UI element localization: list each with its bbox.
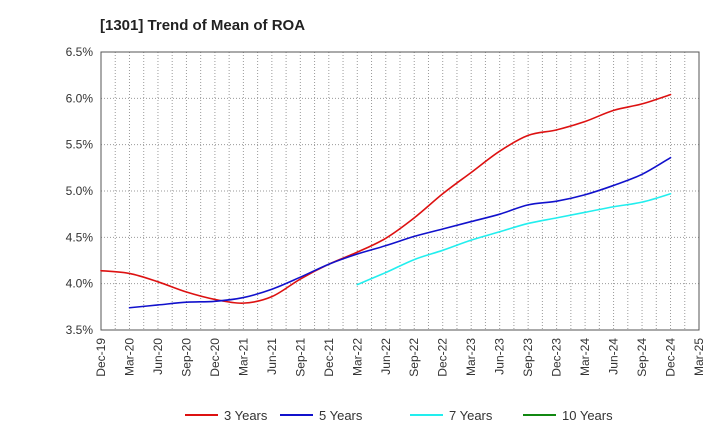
- x-axis-ticks: Dec-19 Mar-20 Jun-20 Sep-20 Dec-20 Mar-21 Jun-…: [94, 338, 706, 377]
- chart-title: [1301] Trend of Mean of ROA: [100, 17, 305, 34]
- x-tick-label: Sep-24: [635, 338, 649, 377]
- x-tick-label: Dec-21: [322, 338, 336, 377]
- x-tick-label: Mar-21: [236, 338, 250, 376]
- series-layer: [100, 93, 672, 309]
- x-tick-label: Dec-22: [436, 338, 450, 377]
- y-tick-label: 5.0%: [66, 184, 94, 198]
- grid-layer: [101, 52, 699, 330]
- x-tick-label: Sep-23: [521, 338, 535, 377]
- plot-area-frame: [100, 51, 700, 331]
- x-tick-label: Sep-20: [179, 338, 193, 377]
- y-tick-label: 6.5%: [66, 45, 94, 59]
- series-line-5-years: [128, 156, 672, 309]
- y-tick-label: 5.5%: [66, 138, 94, 152]
- series-line-3-years: [100, 93, 672, 304]
- x-tick-label: Mar-22: [350, 338, 364, 376]
- series-line-7-years: [356, 192, 672, 286]
- x-tick-label: Jun-22: [379, 338, 393, 375]
- x-tick-label: Dec-23: [550, 338, 564, 377]
- x-tick-label: Jun-23: [493, 338, 507, 375]
- legend-label-5-years: 5 Years: [319, 408, 363, 423]
- x-tick-label: Mar-25: [692, 338, 706, 376]
- x-tick-label: Mar-23: [464, 338, 478, 376]
- y-tick-label: 3.5%: [66, 323, 94, 337]
- x-tick-label: Mar-24: [578, 338, 592, 376]
- y-tick-label: 4.0%: [66, 277, 94, 291]
- x-tick-label: Jun-21: [265, 338, 279, 375]
- x-tick-label: Mar-20: [122, 338, 136, 376]
- y-axis-ticks: 3.5% 4.0% 4.5% 5.0% 5.5% 6.0% 6.5%: [66, 45, 94, 337]
- legend-label-10-years: 10 Years: [562, 408, 613, 423]
- x-tick-label: Dec-20: [208, 338, 222, 377]
- legend-label-7-years: 7 Years: [449, 408, 493, 423]
- y-tick-label: 6.0%: [66, 91, 94, 105]
- y-tick-label: 4.5%: [66, 230, 94, 244]
- x-tick-label: Dec-24: [664, 338, 678, 377]
- x-tick-label: Dec-19: [94, 338, 108, 377]
- legend-label-3-years: 3 Years: [224, 408, 268, 423]
- x-tick-label: Jun-24: [607, 338, 621, 375]
- x-tick-label: Jun-20: [151, 338, 165, 375]
- x-tick-label: Sep-21: [293, 338, 307, 377]
- legend: 3 Years 5 Years 7 Years 10 Years: [185, 408, 613, 423]
- x-tick-label: Sep-22: [407, 338, 421, 377]
